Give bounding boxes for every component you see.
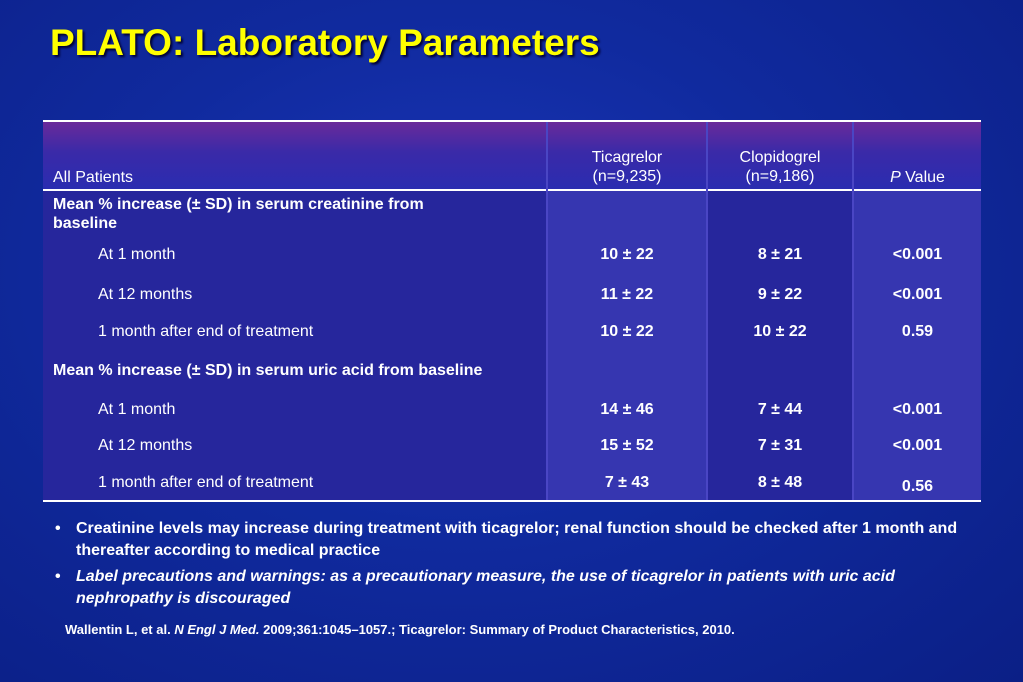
clopidogrel-value: 7 ± 44 [757,401,803,418]
header-clopidogrel-n: (n=9,186) [745,168,815,185]
clopidogrel-value: 10 ± 22 [753,323,807,340]
p-value: <0.001 [892,437,943,454]
bullet-marker: • [55,568,61,585]
reference-journal: N Engl J Med. [174,622,260,637]
ticagrelor-value: 10 ± 22 [600,323,654,340]
column-divider [546,122,548,500]
row-label: 1 month after end of treatment [98,323,314,340]
header-ticagrelor-n: (n=9,235) [592,168,662,185]
p-value: <0.001 [892,246,943,263]
row-label: At 12 months [98,437,193,454]
section-uric-acid-label: Mean % increase (± SD) in serum uric aci… [53,362,483,379]
reference-citation: Wallentin L, et al. N Engl J Med. 2009;3… [65,622,735,637]
ticagrelor-value: 10 ± 22 [600,246,654,263]
bullet-marker: • [55,520,61,537]
row-label: At 1 month [98,401,176,418]
ticagrelor-value: 14 ± 46 [600,401,654,418]
header-ticagrelor-name: Ticagrelor [591,149,663,166]
header-value-text: Value [900,169,945,186]
bullet-list: • Creatinine levels may increase during … [55,518,975,614]
header-clopidogrel: Clopidogrel (n=9,186) [708,148,852,186]
bullet-text: Label precautions and warnings: as a pre… [76,568,895,607]
p-value: 0.59 [901,323,934,340]
pvalue-column-shade [854,191,981,500]
column-divider [706,122,708,500]
clopidogrel-value: 9 ± 22 [757,286,803,303]
page-title: PLATO: Laboratory Parameters [50,22,600,63]
section-creatinine-line2: baseline [53,215,118,232]
clopidogrel-value: 7 ± 31 [757,437,803,454]
table-header [43,122,981,191]
p-value: <0.001 [892,286,943,303]
section-creatinine-line1: Mean % increase (± SD) in serum creatini… [53,196,424,213]
reference-details: 2009;361:1045–1057.; Ticagrelor: Summary… [259,622,735,637]
clopidogrel-value: 8 ± 21 [757,246,803,263]
column-divider [852,122,854,500]
ticagrelor-value: 11 ± 22 [600,286,654,303]
section-creatinine-label: Mean % increase (± SD) in serum creatini… [53,195,533,233]
header-all-patients: All Patients [53,169,134,186]
row-label: At 1 month [98,246,176,263]
bullet-text: Creatinine levels may increase during tr… [76,520,958,559]
ticagrelor-value: 7 ± 43 [604,474,650,491]
lab-parameters-table: All Patients Ticagrelor (n=9,235) Clopid… [43,120,981,502]
bullet-item: • Creatinine levels may increase during … [55,518,975,562]
ticagrelor-column-shade [548,191,706,500]
clopidogrel-value: 8 ± 48 [757,474,803,491]
ticagrelor-value: 15 ± 52 [600,437,654,454]
row-label: 1 month after end of treatment [98,474,314,491]
p-value: 0.56 [901,478,934,495]
header-clopidogrel-name: Clopidogrel [739,149,821,166]
reference-authors: Wallentin L, et al. [65,622,175,637]
p-value: <0.001 [892,401,943,418]
row-label: At 12 months [98,286,193,303]
bullet-item: • Label precautions and warnings: as a p… [55,566,975,610]
header-ticagrelor: Ticagrelor (n=9,235) [548,148,706,186]
header-p-italic: P [890,169,901,186]
header-p-value: P Value [854,168,981,187]
